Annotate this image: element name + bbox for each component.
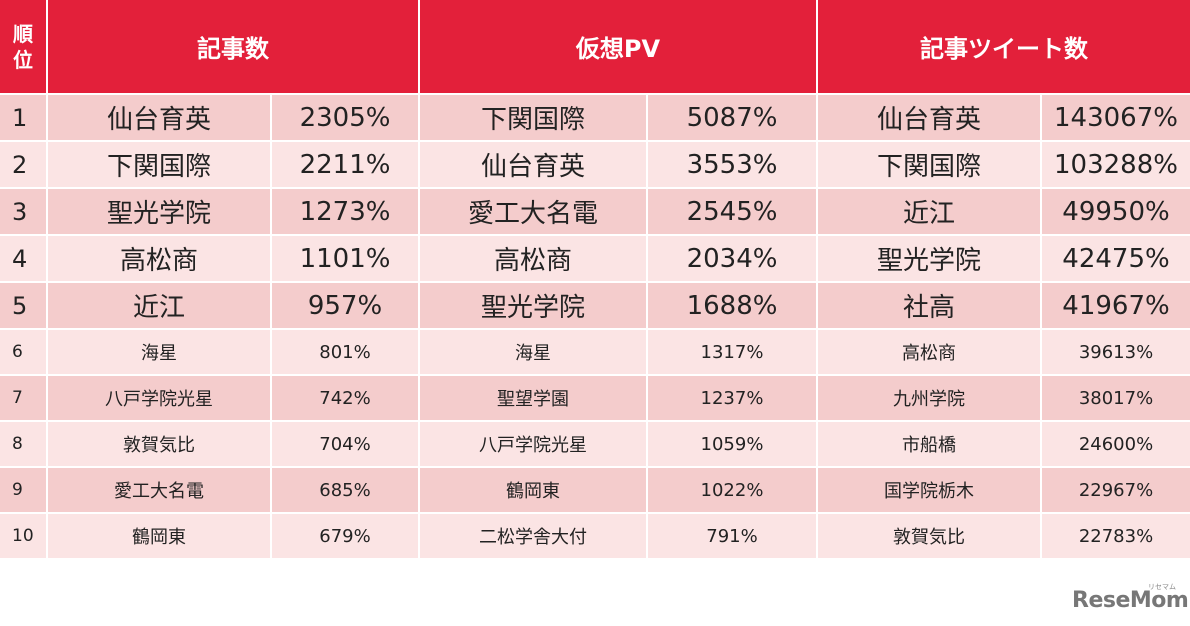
- percent-cell: 1022%: [648, 468, 816, 512]
- header-cell: 記事ツイート数: [818, 0, 1190, 93]
- rank-cell: 10: [0, 514, 46, 558]
- header-cell: 記事数: [48, 0, 418, 93]
- percent-cell: 5087%: [648, 95, 816, 140]
- school-cell: 九州学院: [818, 376, 1040, 420]
- school-cell: 鶴岡東: [48, 514, 270, 558]
- percent-cell: 742%: [272, 376, 418, 420]
- rank-cell: 9: [0, 468, 46, 512]
- percent-cell: 24600%: [1042, 422, 1190, 466]
- percent-cell: 1101%: [272, 236, 418, 281]
- percent-cell: 957%: [272, 283, 418, 328]
- percent-cell: 1273%: [272, 189, 418, 234]
- school-cell: 仙台育英: [818, 95, 1040, 140]
- percent-cell: 791%: [648, 514, 816, 558]
- school-cell: 聖望学園: [420, 376, 646, 420]
- header-cell: 仮想PV: [420, 0, 816, 93]
- percent-cell: 103288%: [1042, 142, 1190, 187]
- school-cell: 愛工大名電: [48, 468, 270, 512]
- percent-cell: 41967%: [1042, 283, 1190, 328]
- rank-cell: 3: [0, 189, 46, 234]
- school-cell: 敦賀気比: [48, 422, 270, 466]
- percent-cell: 2545%: [648, 189, 816, 234]
- school-cell: 海星: [420, 330, 646, 374]
- school-cell: 鶴岡東: [420, 468, 646, 512]
- school-cell: 敦賀気比: [818, 514, 1040, 558]
- percent-cell: 42475%: [1042, 236, 1190, 281]
- rank-cell: 5: [0, 283, 46, 328]
- school-cell: 仙台育英: [48, 95, 270, 140]
- rank-cell: 7: [0, 376, 46, 420]
- school-cell: 愛工大名電: [420, 189, 646, 234]
- school-cell: 聖光学院: [818, 236, 1040, 281]
- logo: ReseMom: [1072, 588, 1189, 613]
- school-cell: 近江: [48, 283, 270, 328]
- percent-cell: 2305%: [272, 95, 418, 140]
- percent-cell: 143067%: [1042, 95, 1190, 140]
- percent-cell: 685%: [272, 468, 418, 512]
- percent-cell: 22783%: [1042, 514, 1190, 558]
- header-cell: 順位: [0, 0, 46, 93]
- percent-cell: 801%: [272, 330, 418, 374]
- school-cell: 高松商: [420, 236, 646, 281]
- rank-cell: 1: [0, 95, 46, 140]
- logo-kana: リセマム: [1148, 583, 1176, 591]
- school-cell: 下関国際: [420, 95, 646, 140]
- school-cell: 八戸学院光星: [420, 422, 646, 466]
- percent-cell: 49950%: [1042, 189, 1190, 234]
- school-cell: 高松商: [48, 236, 270, 281]
- ranking-table: 順位 記事数 仮想PV 記事ツイート数 1 仙台育英 2305% 下関国際 5087% 仙台育英 1…: [0, 0, 1190, 558]
- percent-cell: 1237%: [648, 376, 816, 420]
- percent-cell: 3553%: [648, 142, 816, 187]
- percent-cell: 679%: [272, 514, 418, 558]
- header-text: 順位: [13, 21, 33, 72]
- school-cell: 国学院栃木: [818, 468, 1040, 512]
- percent-cell: 38017%: [1042, 376, 1190, 420]
- percent-cell: 1688%: [648, 283, 816, 328]
- rank-cell: 4: [0, 236, 46, 281]
- school-cell: 下関国際: [818, 142, 1040, 187]
- percent-cell: 704%: [272, 422, 418, 466]
- percent-cell: 2211%: [272, 142, 418, 187]
- school-cell: 社高: [818, 283, 1040, 328]
- percent-cell: 39613%: [1042, 330, 1190, 374]
- school-cell: 海星: [48, 330, 270, 374]
- school-cell: 下関国際: [48, 142, 270, 187]
- school-cell: 高松商: [818, 330, 1040, 374]
- rank-cell: 8: [0, 422, 46, 466]
- school-cell: 仙台育英: [420, 142, 646, 187]
- school-cell: 近江: [818, 189, 1040, 234]
- percent-cell: 22967%: [1042, 468, 1190, 512]
- rank-cell: 2: [0, 142, 46, 187]
- percent-cell: 1317%: [648, 330, 816, 374]
- school-cell: 八戸学院光星: [48, 376, 270, 420]
- school-cell: 二松学舎大付: [420, 514, 646, 558]
- rank-cell: 6: [0, 330, 46, 374]
- percent-cell: 2034%: [648, 236, 816, 281]
- percent-cell: 1059%: [648, 422, 816, 466]
- school-cell: 聖光学院: [48, 189, 270, 234]
- school-cell: 聖光学院: [420, 283, 646, 328]
- school-cell: 市船橋: [818, 422, 1040, 466]
